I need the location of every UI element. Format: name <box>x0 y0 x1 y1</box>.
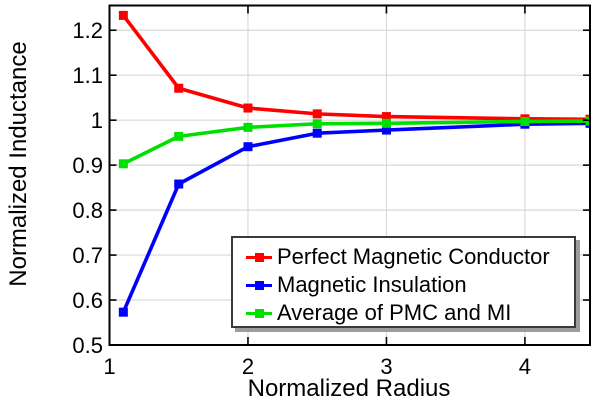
series-marker <box>520 117 530 127</box>
y-axis-title: Normalized Inductance <box>5 41 32 286</box>
series-marker <box>585 116 590 126</box>
legend-square-icon <box>254 280 264 290</box>
series-marker <box>312 109 322 119</box>
series-marker <box>381 125 391 135</box>
series-marker <box>243 103 253 113</box>
x-tick-label: 3 <box>380 354 392 379</box>
series-line <box>122 119 590 166</box>
series-marker <box>174 131 184 141</box>
legend-item: Average of PMC and MI <box>233 299 574 327</box>
series-marker <box>381 118 391 128</box>
legend-square-icon <box>254 252 264 262</box>
y-tick-label: 0.6 <box>72 288 103 313</box>
series-marker <box>243 122 253 132</box>
x-axis-title: Normalized Radius <box>248 375 451 400</box>
y-tick-label: 0.7 <box>72 243 103 268</box>
legend-item: Magnetic Insulation <box>233 271 574 299</box>
y-tick-label: 0.9 <box>72 153 103 178</box>
tick-labels: 1 2 3 4 0.5 0.6 0.7 0.8 0.9 1 1.1 1.2 <box>72 18 531 379</box>
legend-series-marker-icon <box>246 280 272 290</box>
series-marker <box>312 119 322 129</box>
series-marker <box>118 159 128 169</box>
x-tick-label: 4 <box>519 354 531 379</box>
plot-frame <box>108 4 591 346</box>
series-line <box>121 14 590 122</box>
y-tick-label: 0.8 <box>72 198 103 223</box>
y-tick-label: 1.2 <box>72 18 103 43</box>
y-tick-label: 0.5 <box>72 333 103 358</box>
series-marker <box>174 83 184 93</box>
legend-item: Perfect Magnetic Conductor <box>233 243 574 271</box>
x-tick-label: 2 <box>242 354 254 379</box>
legend-series-marker-icon <box>246 252 272 262</box>
legend-series-marker-icon <box>246 308 272 318</box>
legend-label: Perfect Magnetic Conductor <box>277 244 550 269</box>
y-tick-label: 1.1 <box>72 63 103 88</box>
legend-label: Magnetic Insulation <box>277 272 467 297</box>
legend-square-icon <box>254 308 264 318</box>
series-marker <box>243 142 253 152</box>
series-marker <box>118 10 128 20</box>
series-marker <box>312 128 322 138</box>
legend: Perfect Magnetic Conductor Magnetic Insul… <box>231 236 576 328</box>
series-marker <box>118 307 128 317</box>
series-marker <box>174 179 184 189</box>
y-tick-label: 1 <box>91 108 103 133</box>
x-tick-label: 1 <box>103 354 115 379</box>
data-series <box>118 10 590 317</box>
plot-frame-and-ticks <box>108 4 591 346</box>
series-marker <box>381 112 391 122</box>
legend-label: Average of PMC and MI <box>277 300 512 325</box>
